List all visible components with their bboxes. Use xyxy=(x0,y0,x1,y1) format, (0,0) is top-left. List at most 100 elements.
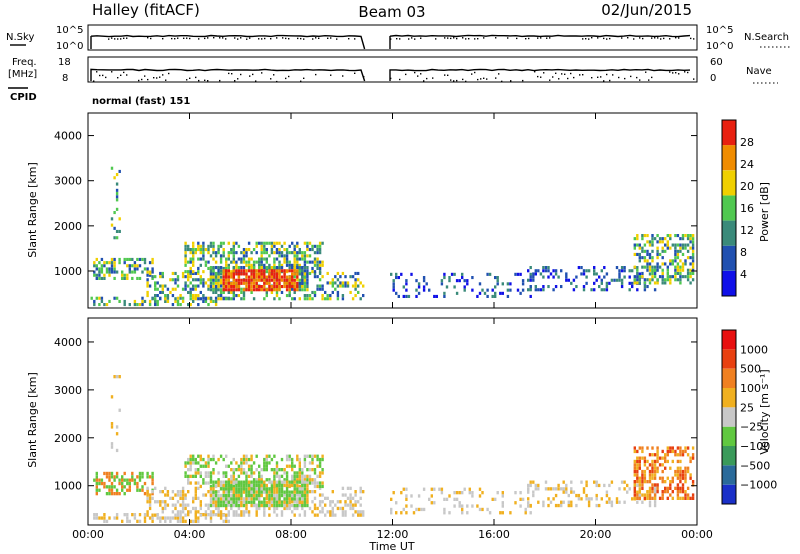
velocity-cell xyxy=(359,510,362,514)
power-cell xyxy=(235,294,238,298)
nsky-dot xyxy=(330,37,332,39)
velocity-cell xyxy=(691,493,695,497)
velocity-cell xyxy=(676,476,680,480)
velocity-cell xyxy=(265,490,268,494)
power-cell xyxy=(235,266,238,270)
power-cell xyxy=(651,256,654,260)
velocity-cell xyxy=(255,497,258,501)
nsky-frame xyxy=(87,24,698,51)
power-colorbar-label: 24 xyxy=(740,158,754,171)
velocity-cell xyxy=(222,457,225,462)
power-cell xyxy=(214,288,218,292)
power-cell xyxy=(618,278,621,282)
power-cell xyxy=(496,276,499,280)
velocity-cell xyxy=(270,500,274,504)
power-cell xyxy=(136,264,139,268)
velocity-cell xyxy=(179,510,182,514)
power-cell xyxy=(638,252,641,256)
velocity-cell xyxy=(275,490,279,494)
power-cell xyxy=(187,275,190,279)
velocity-cell xyxy=(341,493,345,497)
velocity-cell xyxy=(331,513,334,517)
velocity-cell xyxy=(230,474,233,478)
velocity-cell xyxy=(217,513,220,517)
power-cell xyxy=(237,244,241,248)
power-cell xyxy=(174,287,177,291)
velocity-cell xyxy=(661,480,664,484)
velocity-cell xyxy=(247,474,251,478)
power-cell xyxy=(270,290,274,294)
power-cell xyxy=(232,285,235,289)
velocity-cell xyxy=(354,490,357,494)
velocity-cell xyxy=(240,487,243,491)
velocity-cell xyxy=(349,506,352,511)
velocity-cell xyxy=(242,490,246,494)
velocity-cell xyxy=(250,454,253,458)
velocity-cell xyxy=(285,500,289,504)
velocity-cell xyxy=(222,474,225,478)
power-cell xyxy=(306,278,309,282)
velocity-cell xyxy=(110,481,114,486)
velocity-cell xyxy=(651,459,654,464)
power-cell xyxy=(148,303,152,307)
power-cell xyxy=(679,275,682,279)
nave-label: Nave xyxy=(746,66,772,77)
power-cell xyxy=(638,243,641,247)
power-cell xyxy=(275,248,279,252)
velocity-cell xyxy=(318,500,322,504)
power-cell xyxy=(265,248,268,252)
velocity-cell xyxy=(658,463,662,467)
velocity-cell xyxy=(192,519,195,523)
velocity-cell xyxy=(255,483,258,488)
velocity-cell xyxy=(280,483,284,488)
power-cell xyxy=(230,285,233,289)
velocity-cell xyxy=(219,483,223,488)
power-cell xyxy=(148,273,152,277)
power-cell xyxy=(199,251,202,255)
velocity-cell xyxy=(313,468,317,472)
velocity-cell xyxy=(268,490,271,494)
power-cell xyxy=(227,275,230,279)
power-cell xyxy=(219,284,223,288)
velocity-cell xyxy=(641,483,644,487)
power-cell xyxy=(273,272,276,276)
power-cell xyxy=(171,303,175,307)
power-cell xyxy=(636,268,639,272)
velocity-cell xyxy=(189,519,192,523)
power-cell xyxy=(113,267,116,271)
velocity-cell xyxy=(159,516,162,520)
velocity-cell xyxy=(252,487,256,491)
power-cell xyxy=(189,260,192,264)
velocity-cell xyxy=(245,493,248,498)
velocity-cell xyxy=(646,493,649,498)
power-cell xyxy=(580,272,583,276)
power-cell xyxy=(346,281,350,285)
power-cell xyxy=(658,237,662,241)
power-cell xyxy=(303,294,307,298)
velocity-cell xyxy=(689,456,692,460)
nsky-dot xyxy=(516,37,518,40)
power-cell xyxy=(643,285,647,289)
velocity-cell xyxy=(684,476,687,480)
velocity-cell xyxy=(651,476,654,480)
velocity-cell xyxy=(641,446,644,450)
velocity-cell xyxy=(643,456,647,460)
power-colorbar-label: 12 xyxy=(740,224,754,237)
velocity-cell xyxy=(527,501,530,505)
power-cell xyxy=(301,285,304,289)
power-cell xyxy=(669,281,672,285)
velocity-cell xyxy=(187,457,190,462)
velocity-cell xyxy=(311,490,314,494)
power-cell xyxy=(159,275,162,279)
power-cell xyxy=(544,269,548,273)
power-cell xyxy=(260,269,263,273)
power-cell xyxy=(207,284,210,288)
nave-dot xyxy=(288,75,290,78)
power-cell xyxy=(247,275,251,279)
power-cell xyxy=(164,299,167,303)
velocity-cell xyxy=(146,510,149,514)
power-cell xyxy=(242,272,246,276)
power-cell xyxy=(280,285,284,289)
power-cell xyxy=(214,260,218,264)
velocity-cell xyxy=(308,506,312,511)
